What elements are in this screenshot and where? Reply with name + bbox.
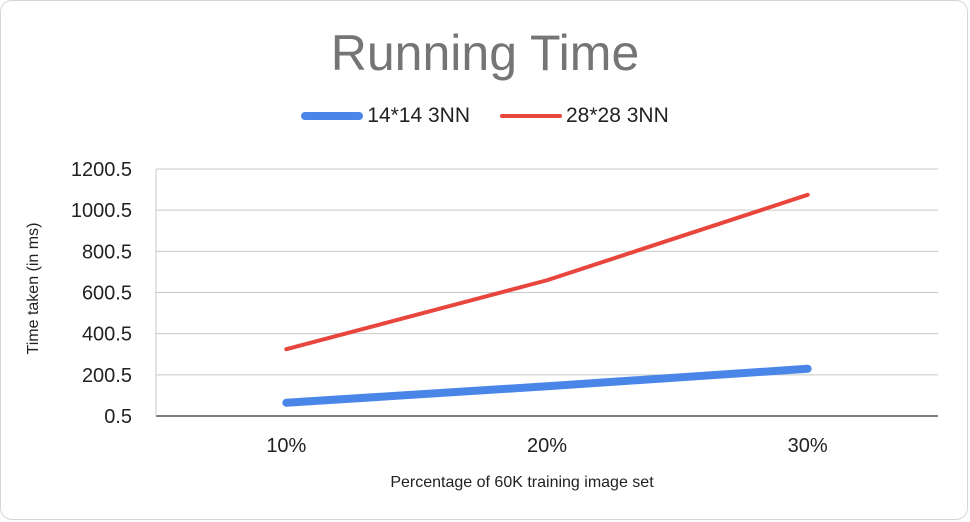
legend-swatch-series-1 <box>301 112 364 120</box>
y-tick-labels: 0.5 200.5 400.5 600.5 800.5 1000.5 1200.5 <box>71 159 132 428</box>
y-tick-label: 800.5 <box>82 241 132 263</box>
series-line-2 <box>284 192 810 352</box>
x-tick-label: 20% <box>527 435 567 457</box>
series-lines <box>282 192 812 407</box>
gridlines <box>155 168 938 417</box>
y-tick-label: 400.5 <box>82 324 132 346</box>
legend-label-series-1: 14*14 3NN <box>367 104 470 127</box>
y-tick-label: 1200.5 <box>71 159 132 181</box>
x-axis-title: Percentage of 60K training image set <box>390 474 654 491</box>
chart-legend: 14*14 3NN 28*28 3NN <box>0 104 970 128</box>
y-tick-label: 0.5 <box>104 406 132 428</box>
legend-swatch-series-2 <box>500 114 562 118</box>
x-tick-labels: 10% 20% 30% <box>266 435 828 457</box>
y-tick-label: 1000.5 <box>71 200 132 222</box>
chart-title: Running Time <box>330 25 640 81</box>
legend-item-series-1: 14*14 3NN <box>301 104 470 128</box>
legend-label-series-2: 28*28 3NN <box>566 104 669 127</box>
series-line-1 <box>282 364 812 407</box>
x-tick-label: 10% <box>266 435 306 457</box>
y-axis-title: Time taken (in ms) <box>25 223 42 355</box>
x-tick-label: 30% <box>788 435 828 457</box>
y-tick-label: 200.5 <box>82 365 132 387</box>
y-tick-label: 600.5 <box>82 283 132 305</box>
legend-item-series-2: 28*28 3NN <box>500 104 669 128</box>
